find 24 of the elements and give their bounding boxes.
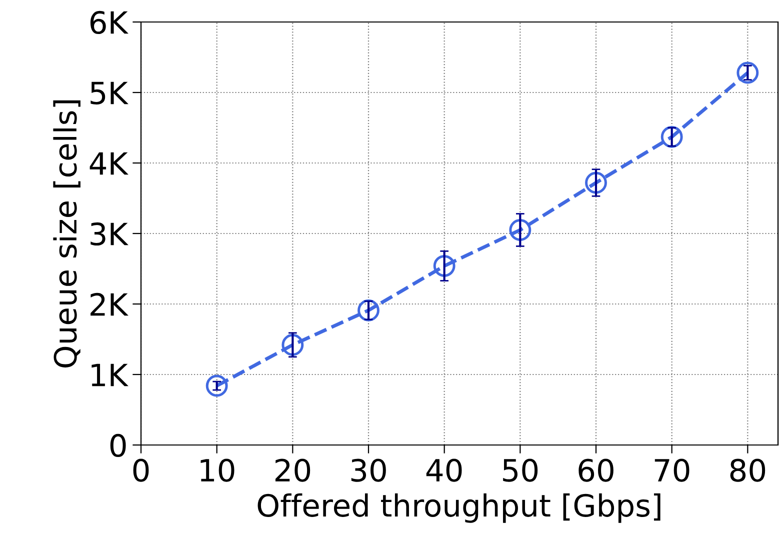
x-tick-label: 50 (503, 458, 538, 482)
y-axis-title: Queue size [cells] (53, 100, 80, 368)
y-tick-label: 5K (90, 82, 128, 105)
x-tick-label: 0 (133, 458, 149, 482)
y-tick-label: 4K (90, 152, 128, 175)
x-tick-label: 70 (654, 458, 690, 482)
y-tick-label: 2K (90, 292, 128, 316)
y-tick-label: 1K (92, 364, 128, 386)
point (282, 334, 304, 356)
x-axis-title: Offered throughput [Gbps] (258, 493, 660, 523)
point (585, 172, 607, 194)
point (509, 219, 532, 241)
y-tick-label: 6K (90, 10, 128, 34)
x-tick-label: 40 (426, 458, 462, 482)
point (736, 62, 759, 84)
point (433, 254, 456, 277)
x-tick-label: 20 (275, 458, 310, 482)
x-tick-label: 80 (730, 458, 766, 482)
x-tick-label: 10 (200, 458, 234, 482)
point (206, 374, 228, 397)
x-tick-label: 60 (578, 458, 614, 482)
x-tick-label: 30 (351, 458, 386, 482)
y-tick-label: 3K (90, 222, 128, 246)
y-tick-label: 0 (110, 434, 126, 458)
